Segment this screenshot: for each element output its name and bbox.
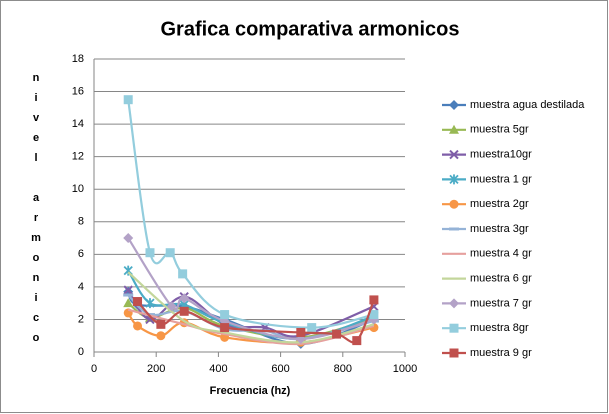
- marker: [369, 310, 379, 320]
- y-tick-label: 4: [78, 281, 84, 293]
- legend-label: muestra 5gr: [470, 124, 529, 136]
- x-tick-label: 400: [209, 363, 227, 375]
- y-tick-label: 12: [72, 151, 84, 163]
- legend-label: muestra 1 gr: [470, 173, 532, 185]
- marker: [352, 336, 362, 346]
- legend-label: muestra agua destilada: [470, 99, 585, 111]
- marker: [133, 297, 143, 307]
- marker: [220, 310, 230, 320]
- legend-label: muestra 3gr: [470, 223, 529, 235]
- marker: [165, 248, 175, 258]
- legend-label: muestra 9 gr: [470, 347, 532, 359]
- marker: [123, 233, 134, 244]
- y-tick-label: 10: [72, 183, 84, 195]
- y-tick-label: 8: [78, 216, 84, 228]
- series-line: [127, 271, 375, 344]
- legend-label: muestra 8gr: [470, 322, 529, 334]
- marker: [123, 285, 133, 295]
- marker: [123, 95, 133, 105]
- marker: [220, 323, 230, 333]
- marker: [179, 306, 189, 316]
- marker: [179, 293, 190, 304]
- marker: [307, 323, 317, 333]
- x-tick-label: 1000: [393, 363, 417, 375]
- marker: [449, 298, 459, 309]
- marker: [145, 298, 155, 309]
- legend-label: muestra 2gr: [470, 198, 529, 210]
- marker: [156, 319, 166, 329]
- x-tick-label: 0: [91, 363, 97, 375]
- y-tick-label: 18: [72, 53, 84, 65]
- marker: [449, 348, 459, 358]
- marker: [369, 295, 379, 305]
- marker: [156, 331, 166, 341]
- marker: [449, 100, 459, 110]
- x-axis-label: Frecuencia (hz): [210, 385, 291, 397]
- legend-label: muestra 4 gr: [470, 248, 532, 260]
- y-tick-label: 14: [72, 118, 84, 130]
- marker: [449, 174, 459, 185]
- marker: [449, 149, 459, 160]
- x-tick-label: 600: [271, 363, 289, 375]
- series-line: [127, 237, 375, 341]
- y-tick-label: 0: [78, 346, 84, 358]
- marker: [449, 199, 459, 209]
- marker: [449, 323, 459, 333]
- y-axis-label: nivel armonico: [30, 72, 42, 352]
- marker: [145, 248, 155, 258]
- x-tick-label: 200: [147, 363, 165, 375]
- legend-label: muestra 6 gr: [470, 273, 532, 285]
- legend-label: muestra 7 gr: [470, 297, 532, 309]
- marker: [133, 321, 143, 331]
- marker: [178, 269, 188, 279]
- y-tick-label: 16: [72, 85, 84, 97]
- y-tick-label: 2: [78, 313, 84, 325]
- legend-label: muestra10gr: [470, 149, 532, 161]
- marker: [296, 327, 306, 337]
- y-tick-label: 6: [78, 248, 84, 260]
- chart-title: Grafica comparativa armonicos: [160, 18, 459, 40]
- marker: [449, 124, 459, 134]
- x-tick-label: 800: [334, 363, 352, 375]
- marker: [123, 298, 134, 308]
- marker: [332, 329, 342, 339]
- marker: [166, 301, 177, 312]
